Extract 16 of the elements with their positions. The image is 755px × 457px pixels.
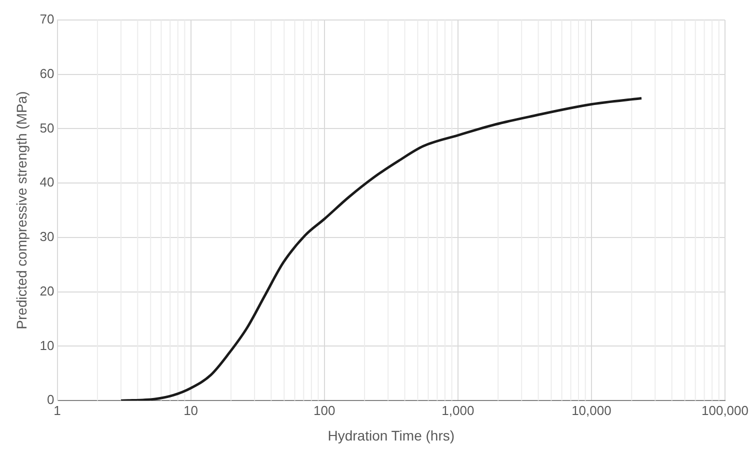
x-axis-title: Hydration Time (hrs) (328, 427, 455, 444)
y-tick-label: 30 (40, 229, 54, 244)
x-tick-label: 100 (314, 402, 336, 418)
y-tick-label: 0 (47, 392, 54, 408)
y-axis-title: Predicted compressive strength (MPa) (13, 91, 30, 330)
y-tick-label: 10 (40, 338, 54, 353)
x-tick-label: 1,000 (442, 402, 474, 418)
x-tick-label: 10,000 (572, 402, 612, 418)
y-tick-label: 40 (40, 174, 54, 190)
y-tick-label: 60 (40, 66, 54, 81)
y-tick-label: 20 (40, 283, 54, 298)
x-tick-label: 100,000 (702, 402, 748, 418)
x-tick-label: 1 (54, 402, 61, 418)
x-tick-label: 10 (184, 402, 198, 418)
y-tick-label: 50 (40, 120, 54, 136)
y-tick-label: 70 (40, 12, 54, 27)
